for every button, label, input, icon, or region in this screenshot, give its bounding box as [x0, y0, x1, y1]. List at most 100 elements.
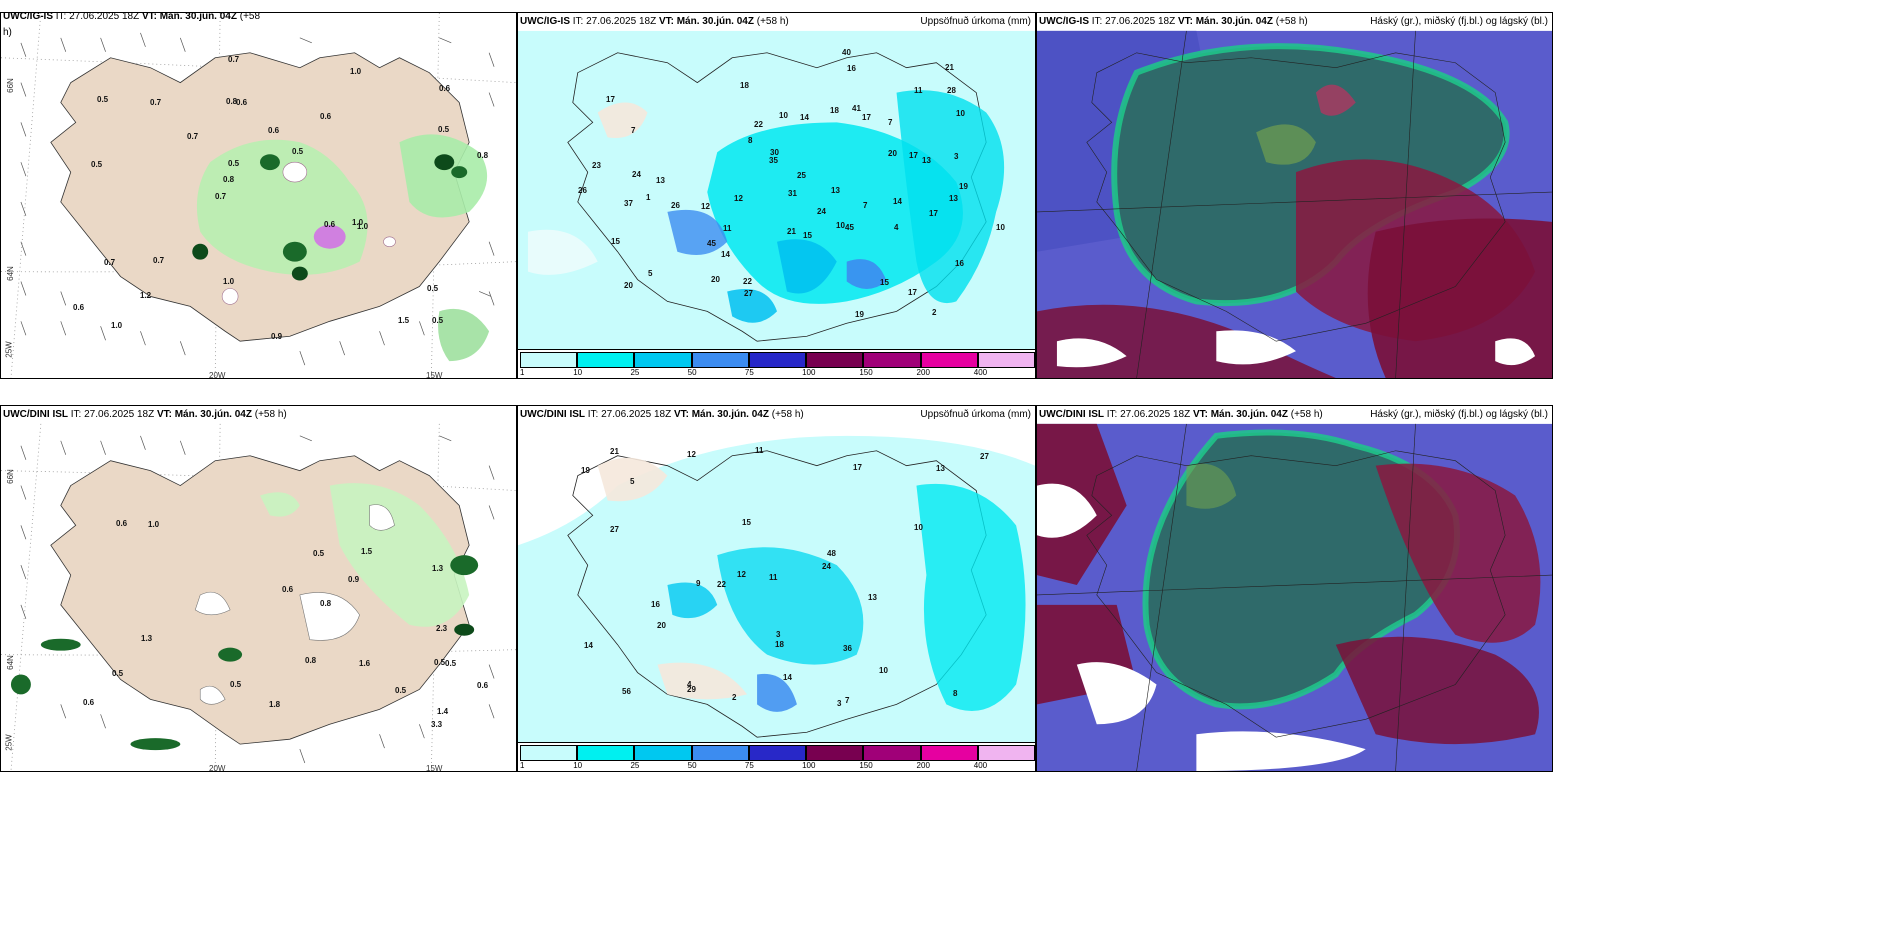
map-value-label: 0.6: [282, 585, 294, 594]
colorbar-segment: [691, 352, 749, 368]
map-value-label: 0.8: [223, 175, 235, 184]
map-value-label: 13: [656, 176, 665, 185]
map-value-label: 5: [630, 477, 635, 486]
map-value-label: 35: [769, 156, 778, 165]
panel-title: UWC/DINI ISL IT: 27.06.2025 18Z VT: Mán.…: [3, 409, 287, 420]
colorbar-tick-label: 75: [744, 761, 754, 770]
map-value-label: 10: [836, 221, 845, 230]
map-value-label: 0.5: [228, 159, 240, 168]
colorbar-tick-label: 25: [630, 368, 640, 377]
map-value-label: 41: [852, 104, 861, 113]
map-value-label: 0.8: [226, 97, 238, 106]
map-value-label: 8: [953, 689, 958, 698]
map-value-label: 1: [646, 193, 651, 202]
map-value-label: 12: [734, 194, 743, 203]
panel-bottom-left-map: UWC/DINI ISL IT: 27.06.2025 18Z VT: Mán.…: [0, 405, 517, 772]
map-value-label: 20: [657, 621, 666, 630]
map-value-label: 11: [723, 224, 732, 233]
map-value-label: 1.4: [437, 707, 449, 716]
map-value-label: 24: [817, 207, 826, 216]
map-value-label: 10: [779, 111, 788, 120]
panel-top-left-map: UWC/IG-IS IT: 27.06.2025 18Z VT: Mán. 30…: [0, 12, 517, 379]
map-value-label: 0.9: [271, 332, 283, 341]
lat-label-66n: 66N: [5, 78, 15, 93]
colorbar-segment: [806, 352, 864, 368]
precip-map: [518, 30, 1035, 352]
colorbar-segment: [748, 352, 807, 368]
map-value-label: 0.7: [104, 258, 116, 267]
lon-label-20w: 20W: [209, 764, 226, 772]
map-value-label: 1.0: [350, 67, 362, 76]
map-value-label: 0.5: [434, 658, 446, 667]
map-value-label: 0.7: [187, 132, 199, 141]
map-value-label: 1.0: [357, 222, 369, 231]
panel-bottom-middle-precip: UWC/DINI ISL IT: 27.06.2025 18Z VT: Mán.…: [517, 405, 1036, 772]
map-value-label: 10: [996, 223, 1005, 232]
map-value-label: 0.5: [427, 284, 439, 293]
map-value-label: 0.8: [305, 656, 317, 665]
map-value-label: 14: [800, 113, 809, 122]
colorbar-tick-label: 1: [520, 761, 525, 770]
map-value-label: 14: [893, 197, 902, 206]
colorbar-tick-label: 400: [973, 761, 988, 770]
map-value-label: 21: [945, 63, 954, 72]
map-value-label: 0.7: [150, 98, 162, 107]
map-value-label: 22: [743, 277, 752, 286]
map-value-label: 4: [687, 680, 692, 689]
map-value-label: 0.9: [348, 575, 360, 584]
panel-title-continued: h): [3, 27, 12, 38]
map-value-label: 21: [787, 227, 796, 236]
map-value-label: 10: [914, 523, 923, 532]
map-value-label: 9: [696, 579, 701, 588]
map-value-label: 16: [847, 64, 856, 73]
colorbar-segment: [977, 745, 1035, 761]
panel-title: UWC/IG-IS IT: 27.06.2025 18Z VT: Mán. 30…: [520, 16, 789, 27]
map-value-label: 24: [632, 170, 641, 179]
map-value-label: 23: [592, 161, 601, 170]
colorbar-segment: [634, 352, 692, 368]
map-value-label: 0.5: [292, 147, 304, 156]
map-value-label: 0.6: [116, 519, 128, 528]
map-value-label: 3: [837, 699, 842, 708]
panel-title: UWC/IG-IS IT: 27.06.2025 18Z VT: Mán. 30…: [3, 12, 261, 22]
map-value-label: 17: [909, 151, 918, 160]
map-value-label: 30: [770, 148, 779, 157]
map-value-label: 36: [843, 644, 852, 653]
map-value-label: 20: [888, 149, 897, 158]
map-value-label: 14: [584, 641, 593, 650]
map-value-label: 0.7: [228, 55, 240, 64]
map-value-label: 56: [622, 687, 631, 696]
map-value-label: 3.3: [431, 720, 443, 729]
map-value-label: 40: [842, 48, 851, 57]
map-value-label: 22: [717, 580, 726, 589]
map-value-label: 20: [624, 281, 633, 290]
lon-label-25w: 25W: [4, 734, 14, 751]
map-value-label: 19: [855, 310, 864, 319]
map-value-label: 0.5: [97, 95, 109, 104]
map-value-label: 7: [631, 126, 636, 135]
panel-subtitle: Háský (gr.), miðský (fj.bl.) og lágský (…: [1370, 16, 1548, 27]
map-value-label: 1.5: [398, 316, 410, 325]
map-value-label: 1.0: [111, 321, 123, 330]
map-value-label: 14: [783, 673, 792, 682]
precip-map: [518, 423, 1035, 745]
panel-top-right-clouds: UWC/IG-IS IT: 27.06.2025 18Z VT: Mán. 30…: [1036, 12, 1553, 379]
map-value-label: 45: [707, 239, 716, 248]
precip-colorbar: 1 10 25 50 75 100 150 200 400: [518, 349, 1035, 378]
colorbar-segment: [577, 745, 635, 761]
map-value-label: 15: [803, 231, 812, 240]
colorbar-segment: [748, 745, 807, 761]
map-value-label: 0.5: [112, 669, 124, 678]
map-value-label: 27: [610, 525, 619, 534]
map-value-label: 10: [956, 109, 965, 118]
map-value-label: 0.6: [477, 681, 489, 690]
map-value-label: 12: [737, 570, 746, 579]
colorbar-segment: [920, 745, 978, 761]
map-value-label: 15: [611, 237, 620, 246]
colorbar-segment: [634, 745, 692, 761]
lon-label-25w: 25W: [4, 341, 14, 358]
map-value-label: 3: [776, 630, 781, 639]
colorbar-tick-label: 25: [630, 761, 640, 770]
lat-label-64n: 64N: [5, 655, 15, 670]
colorbar-tick-label: 200: [916, 761, 930, 770]
